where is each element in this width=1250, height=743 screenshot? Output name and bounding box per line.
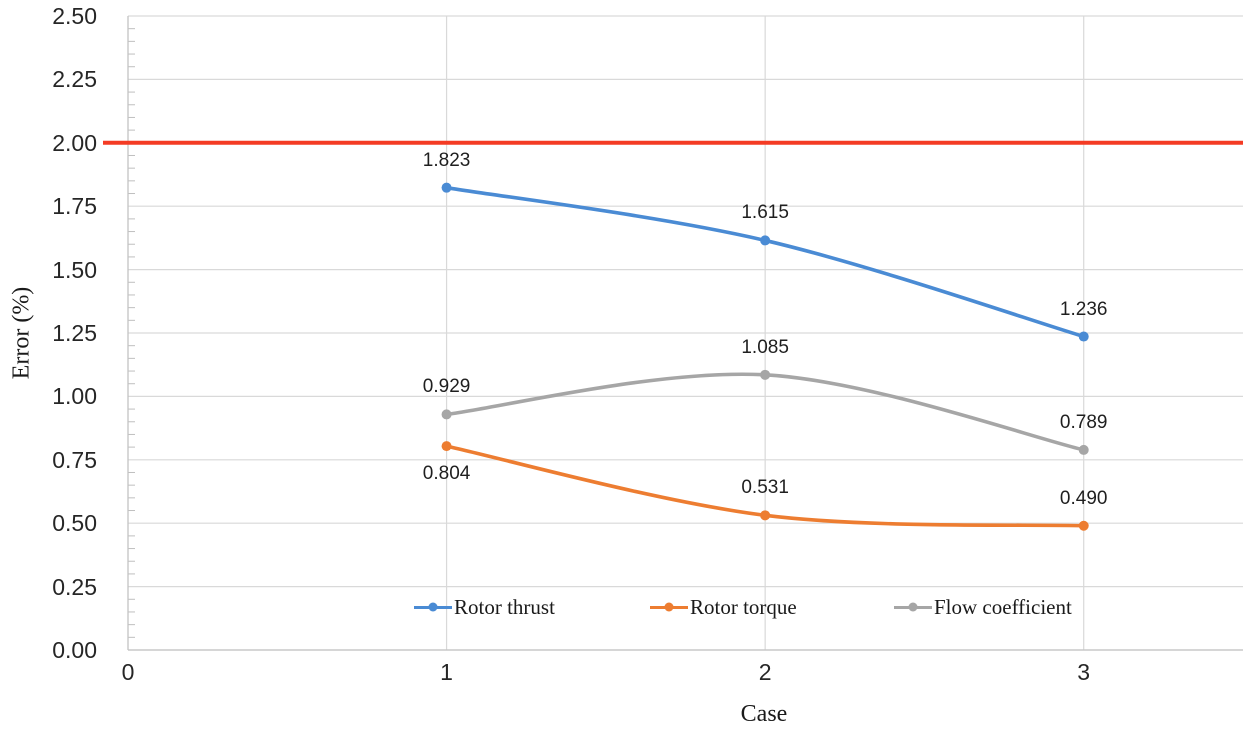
y-tick-label: 0.00 <box>52 637 97 663</box>
data-label: 1.823 <box>422 149 471 171</box>
y-tick-label: 1.00 <box>52 383 97 410</box>
legend-item-rotor-thrust: Rotor thrust <box>414 592 555 622</box>
data-label: 1.085 <box>741 336 789 358</box>
data-point-marker <box>1078 520 1089 531</box>
x-axis-title: Case <box>740 701 788 727</box>
data-point-marker <box>1078 331 1089 342</box>
y-axis-title: Error (%) <box>8 286 35 380</box>
data-label: 0.490 <box>1059 487 1108 509</box>
data-label: 0.804 <box>422 463 471 485</box>
legend-label: Rotor torque <box>690 594 797 619</box>
data-point-marker <box>760 510 771 521</box>
y-tick-label: 1.50 <box>52 256 97 283</box>
legend-line-marker-icon <box>894 605 932 609</box>
data-label: 1.615 <box>741 202 789 224</box>
y-tick-label: 2.50 <box>52 3 97 29</box>
y-tick-label: 2.00 <box>52 129 97 156</box>
data-point-marker <box>441 182 452 193</box>
legend-line-marker-icon <box>414 605 452 609</box>
y-tick-label: 0.50 <box>52 510 97 537</box>
legend-item-flow-coefficient: Flow coefficient <box>894 592 1072 622</box>
legend-line-marker-icon <box>650 605 688 609</box>
data-point-marker <box>441 441 452 452</box>
data-point-marker <box>760 369 771 380</box>
data-point-marker <box>441 409 452 420</box>
data-point-marker <box>1078 444 1089 455</box>
data-label: 1.236 <box>1059 298 1108 320</box>
y-tick-label: 2.25 <box>52 66 97 93</box>
x-tick-label: 3 <box>1077 659 1091 685</box>
legend-label: Flow coefficient <box>934 594 1072 619</box>
data-label: 0.531 <box>741 477 789 499</box>
y-tick-label: 0.75 <box>52 446 97 473</box>
x-tick-label: 2 <box>758 659 772 685</box>
data-label: 0.929 <box>422 376 471 398</box>
y-tick-label: 1.25 <box>52 320 97 346</box>
y-tick-label: 1.75 <box>52 193 97 220</box>
x-tick-label: 0 <box>121 659 135 685</box>
data-point-marker <box>760 235 771 246</box>
x-tick-label: 1 <box>440 659 453 685</box>
legend-item-rotor-torque: Rotor torque <box>650 592 797 622</box>
legend-label: Rotor thrust <box>454 594 555 619</box>
y-tick-label: 0.25 <box>52 573 97 600</box>
data-label: 0.789 <box>1059 411 1108 433</box>
